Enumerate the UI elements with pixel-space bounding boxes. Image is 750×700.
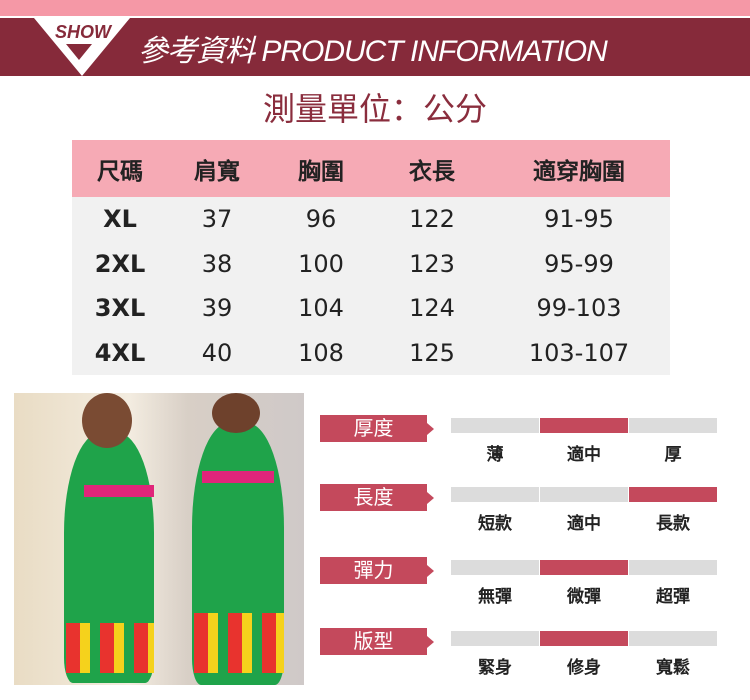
attribute-option: 適中	[567, 514, 601, 534]
column-header: 肩寬	[194, 158, 240, 185]
attribute-level-bar	[451, 631, 539, 646]
arrow-down-icon	[66, 44, 92, 60]
attribute-level-bar	[451, 418, 539, 433]
table-cell: 39	[201, 294, 233, 323]
attribute-option: 修身	[567, 658, 601, 678]
column-header: 適穿胸圍	[533, 158, 625, 185]
table-cell: XL	[103, 205, 137, 234]
table-cell: 123	[409, 249, 455, 278]
table-cell: 100	[298, 249, 344, 278]
table-header-row: 尺碼 肩寬 胸圍 衣長 適穿胸圍	[72, 140, 670, 197]
attribute-level-bar	[540, 560, 628, 575]
column-header: 衣長	[409, 158, 455, 185]
attribute-level-bar	[451, 487, 539, 502]
attribute-label: 版型	[320, 628, 434, 655]
table-cell: 38	[201, 249, 233, 278]
size-table: 尺碼 肩寬 胸圍 衣長 適穿胸圍 XL 37 96 122 91-95 2XL 38 100 123 95-…	[72, 140, 670, 375]
table-cell: 2XL	[94, 249, 146, 278]
column-header: 尺碼	[97, 158, 143, 185]
page-title: 參考資料 PRODUCT INFORMATION	[138, 35, 608, 68]
attribute-level-bar	[540, 418, 628, 433]
table-cell: 37	[201, 205, 233, 234]
unit-note: 測量單位：公分	[262, 90, 487, 128]
table-row: 2XL 38 100 123 95-99	[72, 241, 670, 286]
table-cell: 104	[298, 294, 344, 323]
product-photo	[14, 393, 304, 685]
attribute-level-bar	[629, 560, 717, 575]
table-cell: 122	[409, 205, 455, 234]
attribute-option: 薄	[486, 445, 504, 465]
attribute-option: 短款	[478, 514, 512, 534]
table-cell: 95-99	[544, 249, 614, 278]
attribute-level-bar	[629, 631, 717, 646]
attribute-option: 厚	[664, 445, 682, 465]
table-cell: 103-107	[528, 338, 630, 367]
attribute-option: 適中	[567, 445, 601, 465]
attribute-option: 無彈	[478, 587, 512, 607]
table-cell: 99-103	[536, 294, 622, 323]
table-cell: 40	[201, 338, 233, 367]
attribute-level-bar	[540, 631, 628, 646]
attribute-label: 彈力	[320, 557, 434, 584]
table-cell: 124	[409, 294, 455, 323]
attribute-option: 寬鬆	[656, 658, 690, 678]
table-cell: 125	[409, 338, 455, 367]
table-cell: 4XL	[94, 338, 146, 367]
attribute-label: 厚度	[320, 415, 434, 442]
attribute-level-bar	[629, 418, 717, 433]
column-header: 胸圍	[298, 158, 344, 185]
attribute-label: 長度	[320, 484, 434, 511]
attribute-level-bar	[540, 487, 628, 502]
table-cell: 3XL	[94, 294, 146, 323]
attribute-option: 微彈	[567, 587, 601, 607]
table-row: XL 37 96 122 91-95	[72, 197, 670, 242]
table-row: 4XL 40 108 125 103-107	[72, 330, 670, 375]
table-cell: 108	[298, 338, 344, 367]
attribute-option: 長款	[656, 514, 690, 534]
attribute-option: 緊身	[478, 658, 512, 678]
table-cell: 91-95	[544, 205, 614, 234]
show-badge-text: SHOW	[55, 22, 111, 42]
top-pink-bar	[0, 0, 750, 16]
attribute-level-bar	[629, 487, 717, 502]
attribute-level-bar	[451, 560, 539, 575]
attribute-option: 超彈	[656, 587, 690, 607]
table-cell: 96	[305, 205, 337, 234]
table-row: 3XL 39 104 124 99-103	[72, 286, 670, 331]
